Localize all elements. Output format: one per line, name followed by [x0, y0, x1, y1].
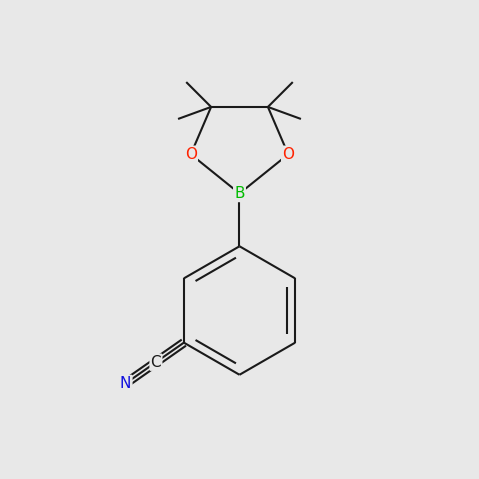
- Text: N: N: [120, 376, 131, 391]
- Text: O: O: [282, 147, 294, 162]
- Text: O: O: [185, 147, 197, 162]
- Text: B: B: [234, 186, 245, 201]
- Text: C: C: [150, 354, 161, 370]
